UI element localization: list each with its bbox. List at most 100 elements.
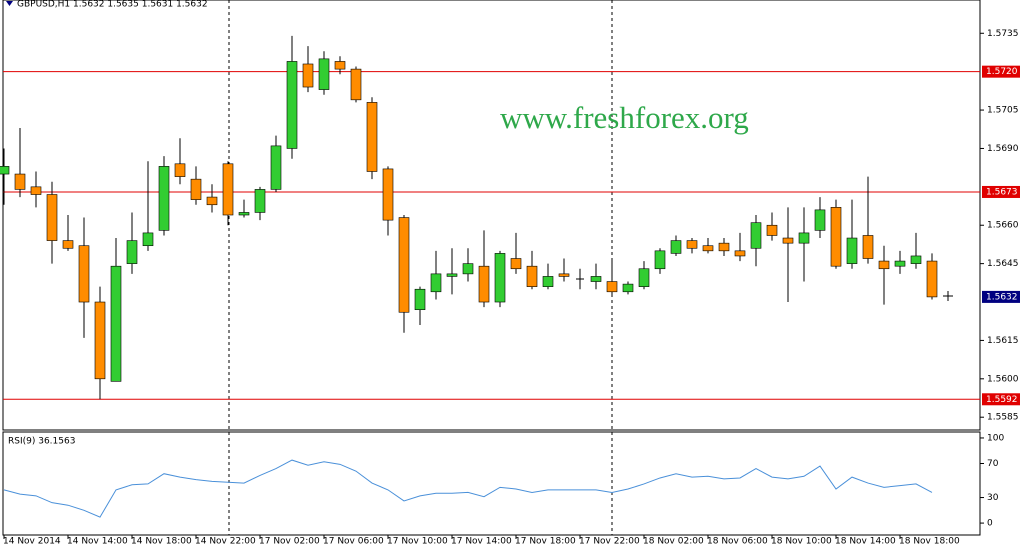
candle-body	[446, 273, 458, 277]
x-tick-label: 17 Nov 06:00	[323, 537, 384, 547]
candle-body	[766, 224, 778, 236]
candle-body	[494, 253, 506, 303]
candle-body	[526, 265, 538, 287]
chart-title: GBPUSD,H1 1.5632 1.5635 1.5631 1.5632	[17, 0, 208, 10]
x-tick-label: 17 Nov 14:00	[451, 537, 512, 547]
watermark: www.freshforex.org	[500, 100, 749, 135]
candle-body	[926, 260, 938, 298]
candle-body	[14, 173, 26, 190]
candle-body	[878, 260, 890, 270]
price-panel	[2, 0, 981, 431]
candle-body	[158, 166, 170, 231]
y-tick-label: 1.5690	[987, 144, 1019, 154]
candle-body	[62, 240, 74, 249]
candle-body	[110, 265, 122, 382]
x-tick-label: 17 Nov 18:00	[515, 537, 576, 547]
candle-body	[750, 222, 762, 249]
candle-body	[254, 189, 266, 213]
candle-body	[286, 61, 298, 149]
y-tick-label: 1.5645	[987, 259, 1019, 269]
x-tick-label: 14 Nov 2014	[3, 537, 61, 547]
candle-body	[606, 281, 618, 293]
x-tick-label: 17 Nov 02:00	[259, 537, 320, 547]
candle-body	[206, 196, 218, 206]
candle-body	[238, 212, 250, 216]
candle-body	[318, 58, 330, 90]
candle-body	[830, 207, 842, 267]
candle-body	[590, 276, 602, 282]
candle-body	[638, 268, 650, 287]
candle-body	[910, 255, 922, 264]
level-tag	[982, 65, 1020, 78]
x-tick-label: 14 Nov 14:00	[67, 537, 128, 547]
level-label: 1.5592	[986, 395, 1018, 405]
candle-body	[510, 258, 522, 270]
rsi-line	[3, 459, 933, 518]
candle-body	[542, 276, 554, 287]
candle-body	[126, 240, 138, 264]
candle-body	[862, 235, 874, 259]
candle-body	[622, 283, 634, 293]
candle-body	[382, 168, 394, 221]
candle-body	[734, 250, 746, 257]
x-tick-label: 14 Nov 18:00	[131, 537, 192, 547]
y-tick-label: 0	[987, 519, 993, 529]
candle-body	[398, 217, 410, 313]
y-tick-label: 1.5705	[987, 106, 1019, 116]
candle-body	[686, 240, 698, 249]
rsi-title: RSI(9) 36.1563	[8, 437, 75, 447]
candle-body	[558, 273, 570, 277]
x-tick-label: 18 Nov 18:00	[899, 537, 960, 547]
y-tick-label: 1.5600	[987, 374, 1019, 384]
candle-body	[798, 232, 810, 244]
candle-body	[670, 240, 682, 254]
current-price-label: 1.5632	[986, 292, 1018, 302]
candle-body	[334, 61, 346, 70]
y-tick-label: 1.5660	[987, 221, 1019, 231]
x-tick-label: 17 Nov 10:00	[387, 537, 448, 547]
rsi-panel	[2, 431, 981, 536]
x-tick-label: 17 Nov 22:00	[579, 537, 640, 547]
y-tick-label: 30	[987, 493, 999, 503]
candle-body	[190, 178, 202, 200]
candle-body	[430, 273, 442, 293]
level-tag	[982, 393, 1020, 406]
level-tag	[982, 185, 1020, 198]
y-tick-label: 1.5735	[987, 29, 1019, 39]
candle-body	[894, 260, 906, 267]
symbol-icon	[6, 1, 13, 6]
candle-body	[222, 163, 234, 216]
candle-body	[782, 237, 794, 244]
candle-body	[478, 265, 490, 303]
candle-body	[0, 166, 10, 175]
x-tick-label: 18 Nov 06:00	[707, 537, 768, 547]
y-tick-label: 1.5615	[987, 336, 1019, 346]
candle-body	[142, 232, 154, 247]
x-tick-label: 18 Nov 14:00	[835, 537, 896, 547]
candle-body	[46, 194, 58, 241]
candle-body	[30, 186, 42, 195]
candle-body	[654, 250, 666, 270]
x-tick-label: 14 Nov 22:00	[195, 537, 256, 547]
candle-body	[814, 209, 826, 231]
candle-body	[94, 301, 106, 380]
candle-body	[702, 245, 714, 252]
level-label: 1.5673	[986, 187, 1018, 197]
x-tick-label: 18 Nov 10:00	[771, 537, 832, 547]
y-tick-label: 1.5585	[987, 413, 1019, 423]
current-price-tag	[982, 290, 1020, 303]
x-tick-label: 18 Nov 02:00	[643, 537, 704, 547]
crosshair	[943, 291, 953, 301]
y-tick-label: 70	[987, 459, 999, 469]
candle-body	[302, 63, 314, 88]
candle-body	[270, 145, 282, 190]
candle-body	[414, 288, 426, 311]
candle-body	[366, 102, 378, 172]
level-label: 1.5720	[986, 67, 1018, 77]
candle-body	[78, 245, 90, 303]
candle-body	[174, 163, 186, 177]
y-tick-label: 100	[987, 433, 1004, 443]
candle-body	[718, 242, 730, 252]
candle-body	[846, 237, 858, 264]
